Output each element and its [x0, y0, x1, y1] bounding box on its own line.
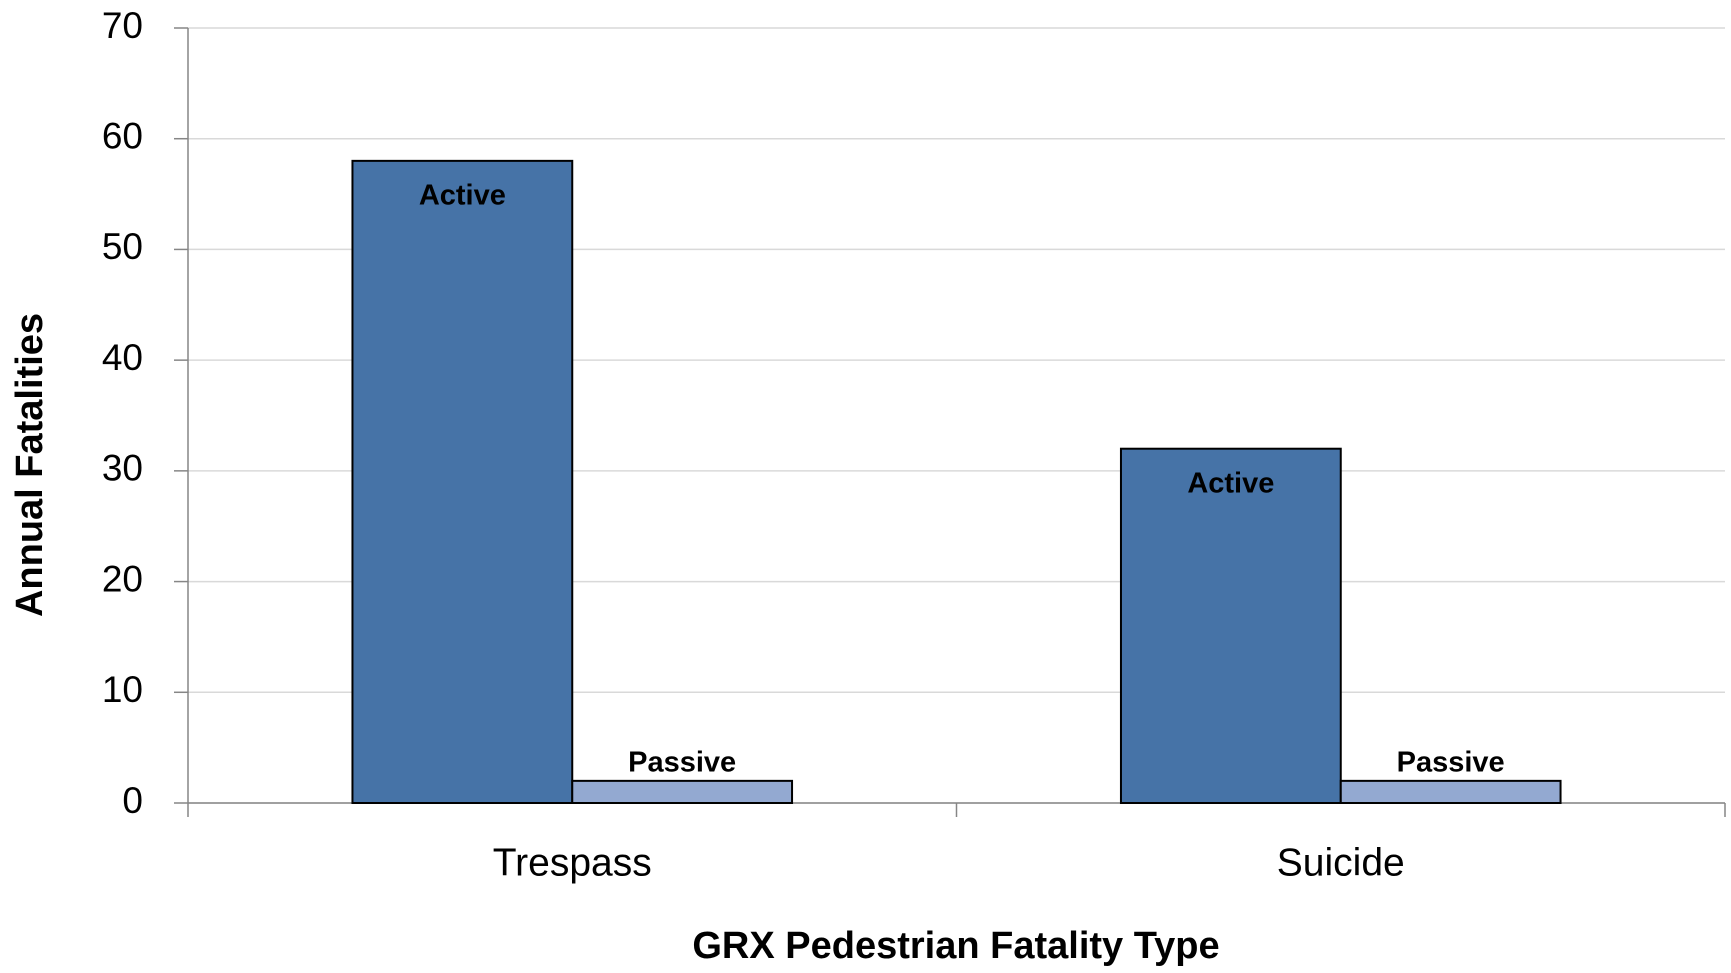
y-axis-title: Annual Fatalities	[9, 313, 51, 617]
y-tick-label: 20	[102, 558, 143, 599]
y-tick-label: 10	[102, 669, 143, 710]
x-tick-label: Suicide	[1277, 841, 1405, 884]
data-label: Passive	[628, 747, 736, 779]
y-tick-label: 60	[102, 115, 143, 156]
bar	[351, 159, 574, 805]
data-label: Passive	[1397, 747, 1505, 779]
y-tick-label: 0	[122, 780, 143, 821]
y-tick-label: 50	[102, 226, 143, 267]
y-tick-label: 40	[102, 337, 143, 378]
bar	[571, 779, 794, 804]
x-axis-title: GRX Pedestrian Fatality Type	[692, 925, 1219, 967]
data-label: Active	[419, 180, 506, 212]
y-tick-label: 30	[102, 448, 143, 489]
data-label: Active	[1187, 467, 1274, 499]
x-tick-label: Trespass	[493, 841, 652, 884]
bar	[1119, 447, 1342, 804]
bar	[1339, 779, 1562, 804]
y-tick-label: 70	[102, 5, 143, 46]
